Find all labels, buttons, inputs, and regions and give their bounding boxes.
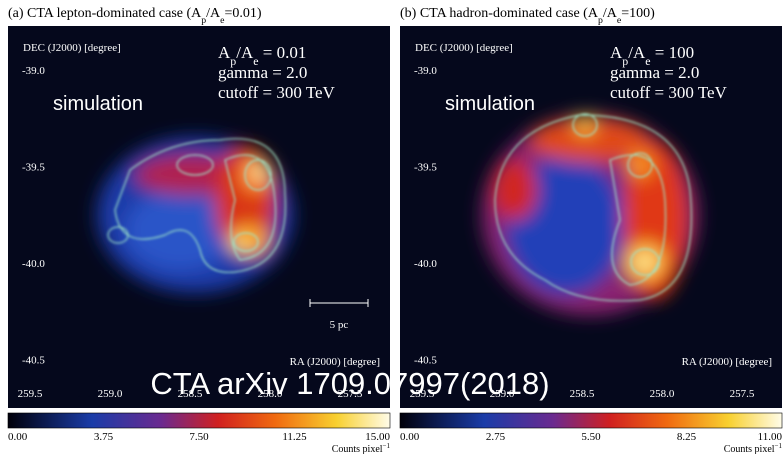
text-part: cutoff = 300 TeV xyxy=(218,83,336,102)
dec-label: DEC (J2000) [degree] xyxy=(415,42,513,54)
ra-tick-label: 258.0 xyxy=(650,388,675,400)
text-part: −1 xyxy=(383,442,391,450)
colorbar-tick-label: 5.50 xyxy=(581,431,601,443)
text-part: (b) CTA hadron-dominated case (A xyxy=(400,6,599,21)
colorbar-tick-label: 2.75 xyxy=(486,431,506,443)
text-part: gamma = 2.0 xyxy=(218,63,307,82)
dec-tick-label: -39.5 xyxy=(414,162,437,174)
text-part: /A xyxy=(628,43,646,62)
sky-map xyxy=(482,114,698,315)
text-part: Counts pixel xyxy=(332,444,383,454)
text-part: /A xyxy=(236,43,254,62)
text-part: /A xyxy=(206,6,221,21)
figure: (a) CTA lepton-dominated case (Ap/Ae=0.0… xyxy=(0,0,783,454)
ra-tick-label: 258.5 xyxy=(570,388,595,400)
colorbar-tick-label: 11.25 xyxy=(282,431,307,443)
panel-title: (a) CTA lepton-dominated case (Ap/Ae=0.0… xyxy=(8,6,262,26)
ra-tick-label: 259.0 xyxy=(98,388,123,400)
colorbar-tick-label: 3.75 xyxy=(94,431,114,443)
text-part: =0.01) xyxy=(225,6,262,21)
dec-tick-label: -39.5 xyxy=(22,162,45,174)
colorbar-unit: Counts pixel−1 xyxy=(724,442,783,454)
text-part: (a) CTA lepton-dominated case (A xyxy=(8,6,202,21)
colorbar xyxy=(8,413,390,428)
dec-tick-label: -40.0 xyxy=(414,258,437,270)
watermark: CTA arXiv 1709.07997(2018) xyxy=(150,366,549,401)
dec-tick-label: -40.5 xyxy=(414,355,437,367)
dec-tick-label: -40.5 xyxy=(22,355,45,367)
dec-tick-label: -39.0 xyxy=(414,65,437,77)
text-part: cutoff = 300 TeV xyxy=(610,83,728,102)
colorbar-unit: Counts pixel−1 xyxy=(332,442,391,454)
colorbar xyxy=(400,413,782,428)
text-part: =100) xyxy=(621,6,655,21)
dec-label: DEC (J2000) [degree] xyxy=(23,42,121,54)
ra-tick-label: 259.5 xyxy=(18,388,43,400)
parameter: cutoff = 300 TeV xyxy=(218,83,336,102)
dec-tick-label: -40.0 xyxy=(22,258,45,270)
text-part: = 0.01 xyxy=(259,43,307,62)
text-part: gamma = 2.0 xyxy=(610,63,699,82)
text-part: /A xyxy=(603,6,618,21)
parameter: gamma = 2.0 xyxy=(610,63,699,82)
ra-tick-label: 257.5 xyxy=(730,388,755,400)
colorbar-tick-label: 0.00 xyxy=(8,431,28,443)
dec-tick-label: -39.0 xyxy=(22,65,45,77)
ra-label: RA (J2000) [degree] xyxy=(682,356,772,368)
colorbar-tick-label: 0.00 xyxy=(400,431,420,443)
parameter: cutoff = 300 TeV xyxy=(610,83,728,102)
text-part: −1 xyxy=(775,442,783,450)
simulation-label: simulation xyxy=(445,93,535,115)
scale-bar-label: 5 pc xyxy=(330,319,349,331)
text-part: A xyxy=(610,43,623,62)
simulation-label: simulation xyxy=(53,93,143,115)
colorbar-tick-label: 8.25 xyxy=(677,431,697,443)
colorbar-tick-label: 7.50 xyxy=(189,431,209,443)
text-part: A xyxy=(218,43,231,62)
parameter: gamma = 2.0 xyxy=(218,63,307,82)
panel-title: (b) CTA hadron-dominated case (Ap/Ae=100… xyxy=(400,6,655,26)
text-part: = 100 xyxy=(651,43,695,62)
text-part: Counts pixel xyxy=(724,444,775,454)
sky-map xyxy=(97,137,293,293)
